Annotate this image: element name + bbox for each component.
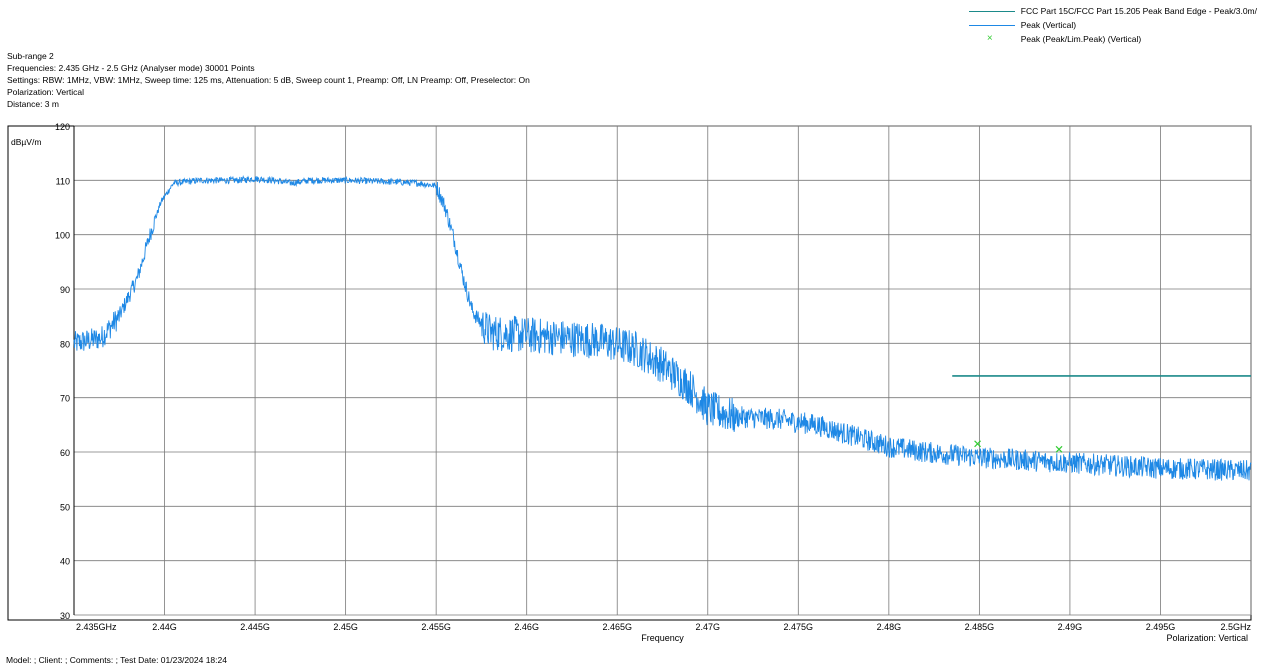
- polarization-label: Polarization: Vertical: [1166, 633, 1248, 643]
- y-tick-label: 60: [60, 448, 70, 458]
- x-tick-label: 2.45G: [333, 622, 358, 632]
- plot-frame: [7, 125, 1252, 621]
- x-tick-label: 2.46G: [514, 622, 539, 632]
- x-tick-label: 2.44G: [152, 622, 177, 632]
- series-line-peak-vertical: [73, 175, 1252, 481]
- y-tick-label: 90: [60, 285, 70, 295]
- settings-info: Settings: RBW: 1MHz, VBW: 1MHz, Sweep ti…: [7, 75, 530, 85]
- y-tick-label: 40: [60, 557, 70, 567]
- x-tick-label: 2.455G: [421, 622, 451, 632]
- peak-marker: [974, 440, 981, 448]
- x-axis-label: Frequency: [641, 633, 684, 643]
- x-tick-label: 2.475G: [784, 622, 814, 632]
- x-tick-label: 2.48G: [877, 622, 902, 632]
- x-tick-label: 2.49G: [1058, 622, 1083, 632]
- x-tick-label: 2.445G: [240, 622, 270, 632]
- x-tick-label: 2.5GHz: [1220, 622, 1251, 632]
- y-tick-label: 110: [56, 176, 70, 186]
- x-tick-label: 2.47G: [696, 622, 721, 632]
- subrange-label: Sub-range 2: [7, 51, 54, 61]
- polarization-info: Polarization: Vertical: [7, 87, 85, 97]
- x-tick-label: 2.485G: [965, 622, 995, 632]
- y-tick-label: 120: [55, 122, 70, 132]
- x-tick-label: 2.465G: [602, 622, 632, 632]
- peak-marker: [1055, 445, 1063, 453]
- y-tick-label: 70: [60, 394, 70, 404]
- y-tick-label: 100: [55, 231, 70, 241]
- legend-swatch-marker: ×: [986, 33, 993, 44]
- legend-item-peak: Peak (Vertical): [968, 18, 1257, 32]
- x-tick-label: 2.495G: [1146, 622, 1176, 632]
- legend-label-peak: Peak (Vertical): [1020, 20, 1077, 30]
- y-axis-label: dBµV/m: [11, 137, 41, 147]
- y-tick-label: 80: [60, 339, 70, 349]
- y-tick-label: 30: [60, 611, 70, 621]
- distance-info: Distance: 3 m: [7, 99, 59, 109]
- chart-legend: FCC Part 15C/FCC Part 15.205 Peak Band E…: [968, 4, 1257, 46]
- y-tick-label: 50: [60, 502, 70, 512]
- legend-swatch-peak: [968, 18, 1015, 32]
- legend-label-limit: FCC Part 15C/FCC Part 15.205 Peak Band E…: [1020, 6, 1257, 16]
- x-tick-label: 2.435GHz: [76, 622, 117, 632]
- legend-swatch-limit: [968, 4, 1015, 18]
- legend-item-marker: × Peak (Peak/Lim.Peak) (Vertical): [969, 32, 1257, 46]
- report-footer: Model: ; Client: ; Comments: ; Test Date…: [6, 655, 227, 665]
- legend-label-marker: Peak (Peak/Lim.Peak) (Vertical): [1020, 34, 1142, 44]
- legend-item-limit: FCC Part 15C/FCC Part 15.205 Peak Band E…: [968, 4, 1257, 18]
- frequencies-info: Frequencies: 2.435 GHz - 2.5 GHz (Analys…: [7, 63, 255, 73]
